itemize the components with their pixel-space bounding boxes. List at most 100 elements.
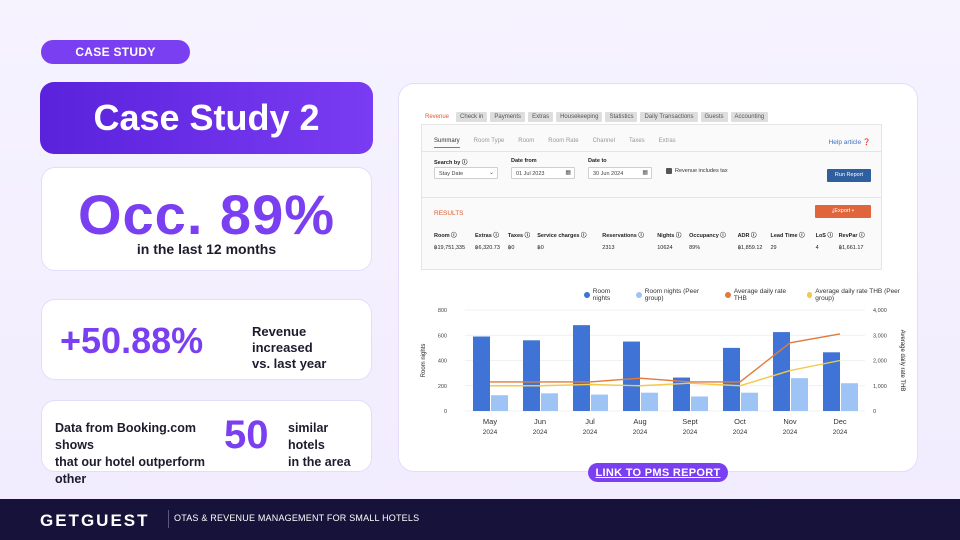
- date-to-label: Date to: [588, 158, 607, 164]
- calendar-icon[interactable]: ▦: [565, 170, 571, 176]
- calendar-icon[interactable]: ▦: [642, 170, 648, 176]
- x-tick-label: 2024: [833, 429, 848, 436]
- run-report-button[interactable]: Run Report: [827, 169, 871, 182]
- bar-room-nights: [523, 340, 540, 411]
- col-extras: Extras ⓘ: [474, 233, 499, 239]
- cell-occupancy: 89%: [689, 245, 701, 251]
- tab-revenue[interactable]: Revenue: [425, 114, 450, 120]
- legend-label: Room nights: [592, 288, 611, 302]
- subtab-channel[interactable]: Channel: [592, 138, 615, 144]
- cell-extras: ฿6,320.73: [474, 245, 500, 251]
- x-tick-label: 2024: [483, 429, 498, 436]
- export-label[interactable]: Export: [834, 208, 851, 214]
- col-adr: ADR ⓘ: [737, 233, 757, 239]
- bar-room-nights: [773, 332, 790, 411]
- results-title: RESULTS: [434, 210, 464, 217]
- bar-room-nights-peer: [491, 395, 508, 411]
- export-button[interactable]: ⤓Export ▾: [815, 205, 871, 218]
- booking-card: Data from Booking.com shows that our hot…: [41, 400, 372, 486]
- x-tick-label: Jul: [585, 417, 595, 426]
- bar-room-nights-peer: [541, 393, 558, 411]
- tab-statistics[interactable]: Statistics: [605, 112, 638, 122]
- booking-left-line2: that our hotel outperform other: [55, 455, 205, 486]
- booking-number: 50: [224, 413, 269, 457]
- tab-housekeeping[interactable]: Housekeeping: [556, 112, 603, 122]
- tab-accounting[interactable]: Accounting: [730, 112, 769, 122]
- bar-room-nights-peer: [691, 396, 708, 411]
- x-tick-label: 2024: [633, 429, 648, 436]
- col-lead-time: Lead Time ⓘ: [770, 233, 805, 239]
- pms-tabs: Revenue Check in Payments Extras Houseke…: [421, 112, 769, 122]
- booking-right-text: similar hotels in the area: [288, 420, 368, 471]
- legend-swatch: [725, 292, 731, 298]
- legend-label: Average daily rate THB (Peer group): [815, 288, 900, 302]
- y-tick-label: 0: [444, 409, 447, 415]
- booking-right-line2: in the area: [288, 455, 351, 469]
- room-nights-chart: 0 200 400 600 800 0 1,000 2,000 3,000 4,000 Room n…: [421, 308, 905, 436]
- col-taxes: Taxes ⓘ: [507, 233, 531, 239]
- legend-swatch: [806, 292, 813, 298]
- legend-item: Average daily rate THB (Peer group): [806, 288, 918, 302]
- x-tick-label: 2024: [683, 429, 698, 436]
- subtab-summary[interactable]: Summary: [434, 138, 460, 148]
- legend-item: Average daily rate THB: [725, 288, 798, 302]
- x-tick-label: Nov: [783, 417, 797, 426]
- col-occupancy: Occupancy ⓘ: [689, 233, 726, 239]
- date-from-label: Date from: [511, 158, 537, 164]
- revenue-text: Revenue increased vs. last year: [252, 324, 367, 372]
- subtab-extras[interactable]: Extras: [658, 138, 676, 144]
- legend-item: Room nights: [584, 288, 628, 302]
- help-article-label[interactable]: Help article: [828, 139, 862, 146]
- revenue-report-form: Summary Room Type Room Room Rate Channel…: [421, 124, 882, 270]
- tab-check-in[interactable]: Check in: [456, 112, 488, 122]
- date-to-field[interactable]: 30 Jun 2024 ▦: [588, 167, 652, 179]
- legend-item: Room nights (Peer group): [636, 288, 717, 302]
- bar-room-nights-peer: [791, 378, 808, 411]
- legend-label: Average daily rate THB: [733, 288, 787, 302]
- link-to-pms-report[interactable]: LINK TO PMS REPORT: [588, 463, 728, 482]
- pms-screenshot-panel: Revenue Check in Payments Extras Houseke…: [398, 83, 918, 472]
- bar-room-nights: [673, 377, 690, 411]
- legend-label: Room nights (Peer group): [644, 288, 699, 302]
- cell-reservations: 2313: [602, 245, 615, 251]
- y-tick-label: 400: [438, 359, 447, 365]
- booking-left-line1: Data from Booking.com shows: [55, 421, 196, 452]
- bar-room-nights-peer: [841, 383, 858, 411]
- date-from-field[interactable]: 01 Jul 2023 ▦: [511, 167, 575, 179]
- subtab-room[interactable]: Room: [518, 138, 535, 144]
- subtab-room-type[interactable]: Room Type: [473, 138, 505, 144]
- occupancy-subtitle: in the last 12 months: [136, 241, 277, 257]
- info-icon: ⓘ: [461, 160, 468, 166]
- cell-room: ฿19,751,335: [434, 245, 466, 251]
- bar-room-nights-peer: [591, 394, 608, 411]
- y2-tick-label: 4,000: [873, 308, 887, 314]
- cell-nights: 10624: [657, 245, 673, 251]
- col-los: LoS ⓘ: [815, 233, 833, 239]
- y-tick-label: 200: [438, 384, 447, 390]
- help-icon[interactable]: ❓: [862, 139, 871, 146]
- x-tick-label: Aug: [633, 417, 646, 426]
- download-icon: ⤓: [831, 208, 835, 214]
- revenue-includes-tax-label: Revenue includes tax: [675, 168, 728, 174]
- tab-extras[interactable]: Extras: [528, 112, 554, 122]
- bar-room-nights-peer: [741, 392, 758, 411]
- revenue-text-line2: vs. last year: [252, 356, 327, 371]
- chart-legend: Room nights Room nights (Peer group) Ave…: [584, 288, 917, 302]
- tab-daily-transactions[interactable]: Daily Transactions: [640, 112, 698, 122]
- revenue-card: +50.88% Revenue increased vs. last year: [41, 299, 372, 380]
- y2-tick-label: 2,000: [873, 359, 887, 365]
- subtab-room-rate[interactable]: Room Rate: [548, 138, 579, 144]
- search-by-select[interactable]: Stay Date ⌄: [434, 167, 498, 179]
- revenue-text-line1: Revenue increased: [252, 324, 313, 355]
- x-tick-label: Dec: [833, 417, 847, 426]
- subtab-taxes[interactable]: Taxes: [628, 138, 645, 144]
- cell-taxes: ฿0: [507, 245, 515, 251]
- help-article-link[interactable]: Help article ❓: [829, 138, 871, 146]
- cell-lead-time: 29: [770, 245, 777, 251]
- tab-payments[interactable]: Payments: [490, 112, 526, 122]
- revenue-includes-tax-checkbox[interactable]: [666, 168, 672, 174]
- tab-guests[interactable]: Guests: [700, 112, 728, 122]
- bar-room-nights-peer: [641, 392, 658, 411]
- occupancy-value: Occ. 89%: [77, 183, 336, 246]
- bar-room-nights: [723, 347, 740, 411]
